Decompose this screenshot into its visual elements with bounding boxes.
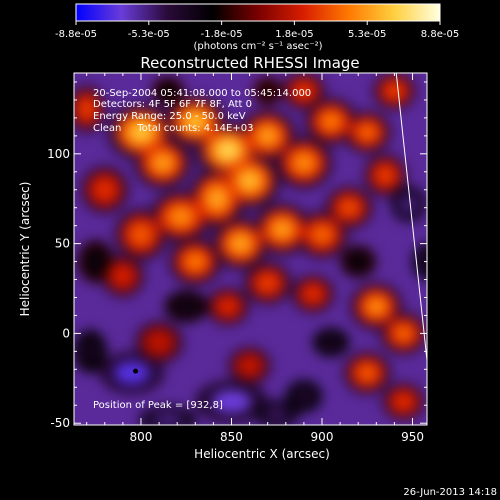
heatmap-blob bbox=[80, 101, 93, 117]
heatmap-dip bbox=[114, 361, 150, 385]
heatmap-image bbox=[74, 73, 427, 425]
heatmap-blob bbox=[367, 298, 385, 315]
y-tick-label: 50 bbox=[55, 237, 70, 251]
heatmap-dip bbox=[174, 297, 199, 316]
x-axis-label: Heliocentric X (arcsec) bbox=[194, 447, 330, 461]
colorbar-tick-label: 5.3e-05 bbox=[348, 29, 386, 40]
x-tick-label: 800 bbox=[130, 430, 153, 444]
heatmap-blob bbox=[294, 154, 314, 172]
colorbar-tick-label: 1.8e-05 bbox=[275, 29, 313, 40]
colorbar-ticks: -8.8e-05 -5.3e-05 -1.8e-05 1.8e-05 5.3e-05 8.… bbox=[55, 21, 459, 40]
heatmap-blob bbox=[378, 168, 393, 183]
heatmap-blob bbox=[130, 123, 152, 142]
heatmap-blob bbox=[185, 113, 206, 130]
heatmap-blob bbox=[260, 276, 276, 290]
y-tick-label: -50 bbox=[50, 416, 70, 430]
colorbar bbox=[75, 3, 441, 22]
peak-position-label: Position of Peak = [932,8] bbox=[93, 400, 223, 411]
heatmap-blob bbox=[258, 127, 277, 145]
heatmap-dip bbox=[81, 339, 100, 364]
heatmap-dip bbox=[293, 387, 314, 406]
heatmap-blob bbox=[359, 125, 375, 140]
heatmap-blob bbox=[322, 113, 340, 130]
heatmap-dip bbox=[159, 83, 178, 99]
heatmap-blob bbox=[217, 141, 239, 160]
heatmap-blob bbox=[297, 84, 311, 97]
chart-title: Reconstructed RHESSI Image bbox=[140, 54, 359, 72]
heatmap-blob bbox=[395, 326, 412, 341]
x-tick-label: 900 bbox=[311, 430, 334, 444]
info-line-2: Detectors: 4F 5F 6F 7F 8F, Att 0 bbox=[93, 99, 252, 110]
y-tick-label: 0 bbox=[62, 326, 70, 340]
heatmap-blob bbox=[170, 208, 191, 225]
heatmap-blob bbox=[306, 287, 320, 300]
info-line-3: Energy Range: 25.0 - 50.0 keV bbox=[93, 111, 246, 122]
heatmap-dip bbox=[398, 194, 419, 214]
heatmap-blob bbox=[359, 366, 375, 380]
y-tick-label: 100 bbox=[47, 147, 70, 161]
y-axis-label: Heliocentric Y (arcsec) bbox=[18, 182, 32, 317]
heatmap-blob bbox=[97, 182, 113, 198]
heatmap-blob bbox=[341, 200, 357, 215]
heatmap-dip bbox=[259, 83, 276, 99]
heatmap-blob bbox=[396, 395, 411, 408]
y-axis: -50 0 50 100 bbox=[47, 81, 427, 430]
colorbar-tick-label: -8.8e-05 bbox=[55, 29, 97, 40]
x-axis: 800 850 900 950 bbox=[86, 73, 424, 444]
colorbar-tick-label: -1.8e-05 bbox=[201, 29, 243, 40]
info-line-1: 20-Sep-2004 05:41:08.000 to 05:45:14.000 bbox=[93, 88, 311, 99]
heatmap-blob bbox=[221, 300, 235, 313]
x-tick-label: 850 bbox=[220, 430, 243, 444]
heatmap-blob bbox=[207, 188, 227, 209]
heatmap-blob bbox=[151, 335, 167, 350]
heatmap-blob bbox=[116, 269, 130, 283]
timestamp: 26-Jun-2013 14:18 bbox=[403, 487, 497, 498]
heatmap-dip bbox=[85, 249, 106, 274]
heatmap-blob bbox=[313, 227, 331, 243]
heatmap-blob bbox=[387, 84, 402, 97]
heatmap-dip bbox=[321, 334, 342, 351]
info-text: 20-Sep-2004 05:41:08.000 to 05:45:14.000… bbox=[93, 88, 311, 134]
plot-frame bbox=[73, 72, 428, 426]
heatmap-blob bbox=[186, 254, 204, 270]
heatmap-dip bbox=[348, 252, 369, 271]
colorbar-unit-label: (photons cm⁻² s⁻¹ asec⁻²) bbox=[193, 41, 322, 52]
heatmap-blob bbox=[273, 220, 292, 238]
heatmap-blob bbox=[132, 226, 150, 243]
heatmap-blob bbox=[242, 359, 257, 372]
heatmap-dip bbox=[211, 389, 252, 414]
heatmap-dip bbox=[419, 251, 427, 272]
heatmap-blob bbox=[153, 154, 172, 172]
heatmap-blob bbox=[239, 171, 260, 190]
colorbar-tick-label: 8.8e-05 bbox=[421, 29, 459, 40]
heatmap-blob bbox=[231, 235, 250, 252]
limb-line bbox=[395, 73, 427, 361]
colorbar-tick-label: -5.3e-05 bbox=[128, 29, 170, 40]
info-line-4: Clean Total counts: 4.14E+03 bbox=[93, 123, 253, 134]
x-tick-label: 950 bbox=[401, 430, 424, 444]
heatmap-dip bbox=[152, 411, 185, 425]
peak-marker bbox=[133, 368, 139, 374]
heatmap-dip bbox=[264, 406, 289, 423]
